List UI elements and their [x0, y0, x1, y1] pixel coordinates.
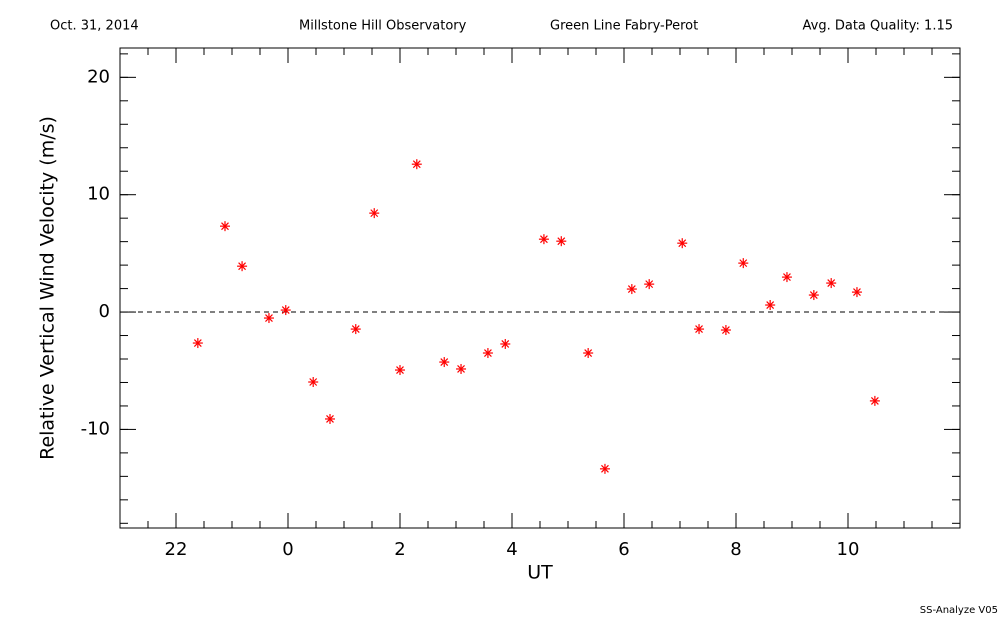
point-stroke [265, 314, 273, 322]
point [781, 272, 792, 283]
point [411, 159, 422, 170]
point-stroke [221, 222, 229, 231]
point [808, 290, 819, 301]
point [325, 413, 335, 424]
y-tick-label: -10 [81, 418, 110, 439]
point-stroke [238, 262, 247, 271]
point-stroke [501, 340, 510, 348]
point-stroke [483, 349, 492, 357]
point-stroke [809, 291, 818, 299]
y-tick-label: 10 [87, 184, 110, 205]
x-tick-label: 8 [730, 539, 741, 560]
x-tick-label: 2 [394, 539, 405, 560]
point [350, 324, 361, 335]
header-date: Oct. 31, 2014 [50, 19, 139, 34]
point [851, 287, 862, 298]
point [720, 325, 731, 336]
y-tick-label: 20 [87, 66, 110, 87]
point-stroke [351, 325, 360, 334]
point [192, 338, 203, 349]
point-stroke [827, 279, 836, 287]
point-stroke [721, 326, 730, 334]
point [456, 363, 467, 374]
x-tick-label: 0 [282, 539, 293, 560]
point [765, 300, 776, 311]
point [482, 348, 493, 359]
y-axis-label: Relative Vertical Wind Velocity (m/s) [37, 116, 59, 460]
x-axis-label: UT [527, 562, 553, 584]
point [738, 258, 749, 269]
point [644, 279, 655, 290]
point [237, 261, 248, 272]
point-stroke [370, 209, 379, 218]
point-stroke [457, 365, 465, 373]
point-stroke [678, 239, 687, 248]
point [694, 324, 705, 335]
y-tick-label: 0 [99, 301, 110, 322]
point [263, 313, 274, 324]
header-instrument: Green Line Fabry-Perot [550, 19, 698, 34]
point-stroke [627, 285, 636, 293]
x-tick-label: 6 [618, 539, 629, 560]
point-stroke [557, 237, 566, 246]
point [500, 338, 511, 349]
header-site: Millstone Hill Observatory [299, 19, 467, 34]
point [626, 284, 637, 295]
point [538, 234, 549, 245]
point-stroke [440, 358, 449, 366]
point-stroke [766, 301, 775, 309]
point-stroke [326, 415, 334, 423]
point [869, 395, 880, 406]
point-stroke [739, 259, 748, 268]
point-stroke [853, 288, 861, 297]
point [395, 365, 405, 376]
point [308, 377, 319, 388]
point [583, 348, 594, 359]
plot-frame [119, 47, 961, 529]
footer: SS-Analyze V05 [920, 605, 998, 616]
point-stroke [412, 160, 421, 169]
x-tick-label: 22 [165, 539, 188, 560]
point-stroke [309, 378, 318, 386]
point-stroke [193, 339, 202, 347]
header-quality: Avg. Data Quality: 1.15 [803, 19, 953, 34]
point-stroke [601, 464, 609, 473]
point [280, 305, 291, 316]
x-tick-label: 4 [506, 539, 517, 560]
point [369, 208, 380, 219]
point-stroke [783, 273, 791, 282]
point-stroke [281, 306, 290, 314]
point [220, 221, 230, 232]
point [826, 278, 837, 289]
x-tick-label: 10 [837, 539, 860, 560]
point [677, 238, 688, 249]
point-stroke [645, 280, 654, 289]
point-stroke [539, 235, 548, 244]
point-stroke [584, 349, 593, 357]
point [599, 463, 610, 474]
point-stroke [695, 325, 703, 334]
point-stroke [396, 366, 404, 374]
point-stroke [870, 396, 879, 405]
point [556, 236, 567, 247]
point [439, 357, 450, 368]
